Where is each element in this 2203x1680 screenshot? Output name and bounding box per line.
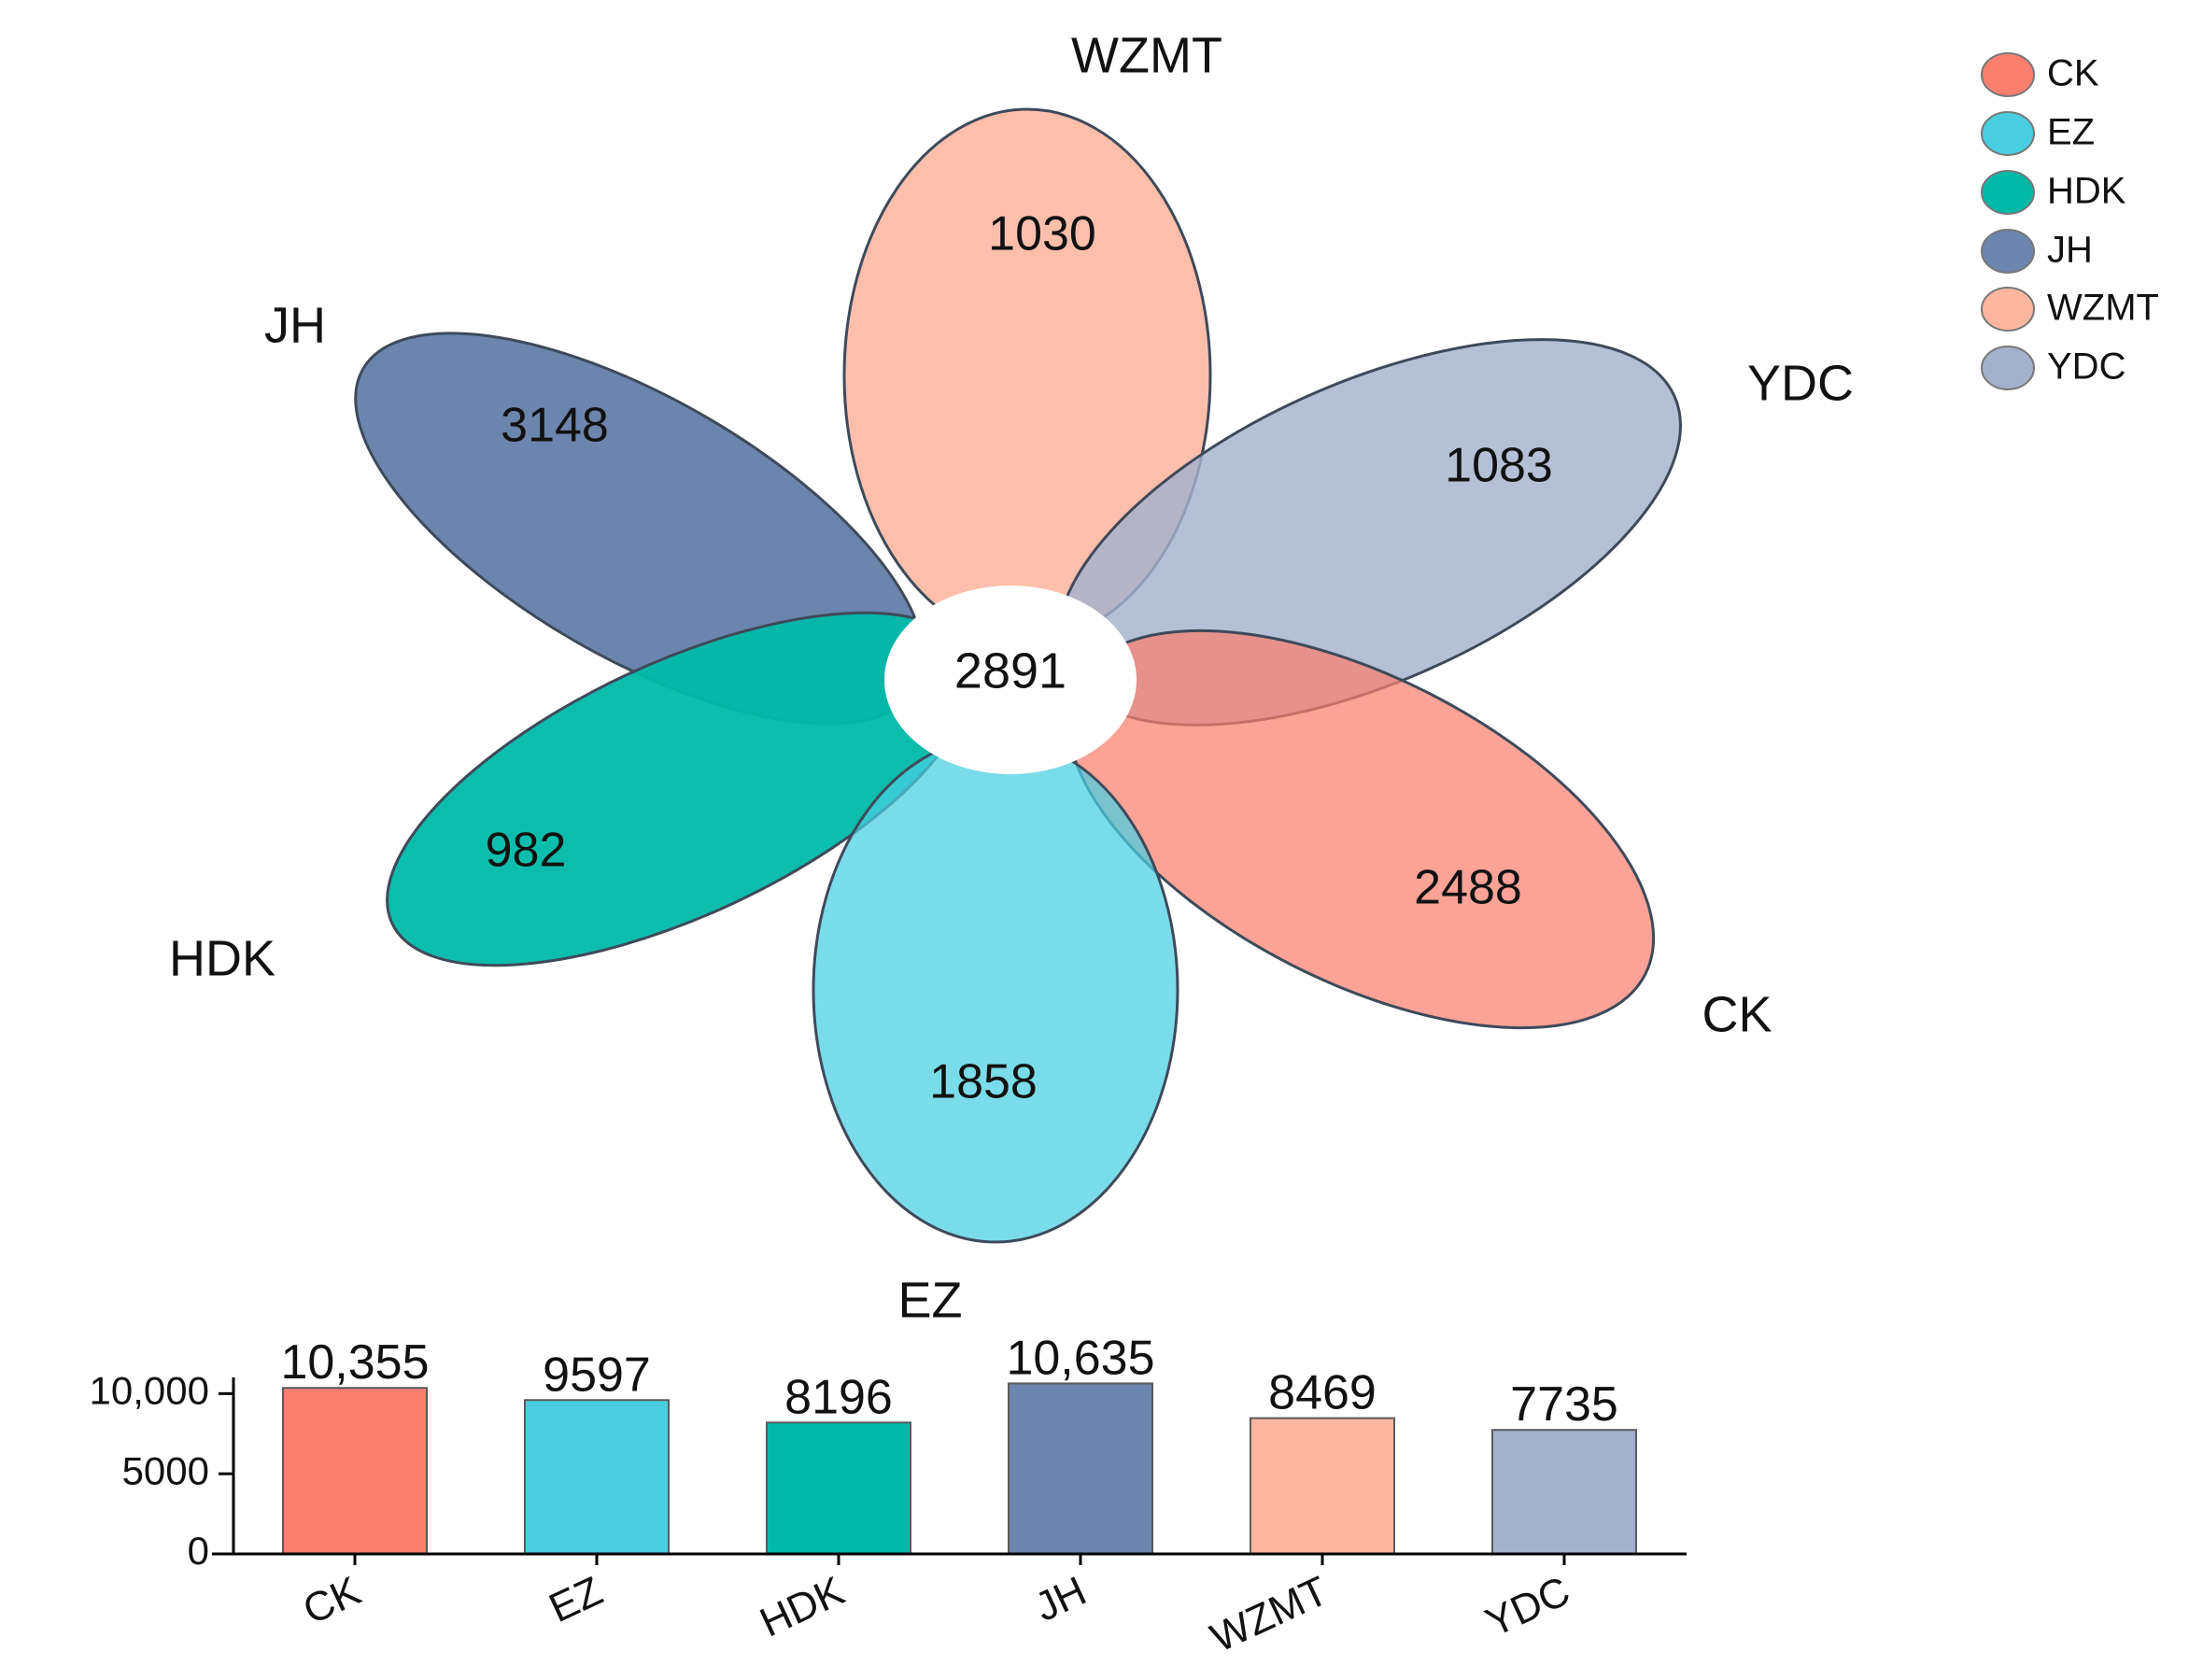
legend-label-ck: CK [2047,53,2099,94]
bar-value-hdk: 8196 [784,1370,893,1424]
y-tick-label-10000: 10,000 [90,1368,209,1412]
bar-hdk [766,1421,911,1555]
y-axis-ticks: 0 5000 10,000 [90,1368,233,1573]
bar-ck [282,1387,428,1555]
bar-value-ydc: 7735 [1510,1377,1618,1432]
x-axis-ticks: CK EZ HDK JH WZMT YDC [296,1554,1576,1661]
bar-value-labels: 10,355 9597 8196 10,635 8469 7735 [280,1331,1617,1432]
petal-label-jh: JH [264,297,326,353]
legend-label-jh: JH [2047,230,2093,271]
petal-count-wzmt: 1030 [988,207,1096,261]
x-tick-label-ydc: YDC [1479,1568,1577,1646]
bar-ez [524,1399,670,1555]
legend-label-wzmt: WZMT [2047,288,2159,329]
legend-swatch-jh [1981,229,2035,274]
petal-count-hdk: 982 [486,824,567,878]
petal-count-ck: 2488 [1414,861,1522,915]
legend-swatch-wzmt [1981,287,2035,332]
legend-swatch-ez [1981,111,2035,156]
petal-count-ydc: 1083 [1445,439,1553,493]
bar-chart: 10,355 9597 8196 10,635 8469 7735 0 5000 10,000… [90,1331,1687,1661]
bar-value-wzmt: 8469 [1268,1366,1377,1420]
legend: CK EZ HDK JH WZMT YDC [1981,52,2159,390]
x-tick-label-hdk: HDK [754,1568,852,1646]
petal-label-ck: CK [1702,986,1772,1042]
bar-group [282,1382,1637,1555]
core-count: 2891 [954,642,1066,699]
petal-group [354,107,1682,1244]
petal-count-ez: 1858 [929,1055,1038,1109]
petal-ez [812,736,1179,1244]
legend-swatch-ydc [1981,346,2035,390]
bar-ydc [1491,1429,1637,1555]
petal-label-wzmt: WZMT [1071,27,1222,83]
petal-label-ydc: YDC [1747,355,1854,411]
legend-label-ez: EZ [2047,112,2095,153]
petal-label-hdk: HDK [169,930,275,986]
legend-label-ydc: YDC [2047,346,2125,388]
legend-swatch-hdk [1981,170,2035,215]
bar-value-ez: 9597 [543,1348,651,1402]
flower-venn-diagram: 2891 2488 1858 982 3148 1030 1083 CK EZ … [169,27,1854,1328]
x-tick-label-jh: JH [1028,1568,1093,1631]
y-tick-label-5000: 5000 [122,1448,209,1492]
y-tick-label-0: 0 [188,1529,209,1573]
bar-jh [1008,1382,1153,1555]
bar-value-jh: 10,635 [1006,1331,1154,1385]
bar-value-ck: 10,355 [280,1335,429,1390]
petal-count-jh: 3148 [501,399,609,453]
x-tick-label-ck: CK [296,1568,367,1633]
petal-label-ez: EZ [897,1272,962,1328]
x-tick-label-wzmt: WZMT [1204,1568,1335,1661]
core-circle [884,586,1137,774]
bar-wzmt [1250,1417,1395,1555]
legend-swatch-ck [1981,52,2035,97]
x-tick-label-ez: EZ [543,1568,610,1631]
legend-label-hdk: HDK [2047,171,2126,212]
